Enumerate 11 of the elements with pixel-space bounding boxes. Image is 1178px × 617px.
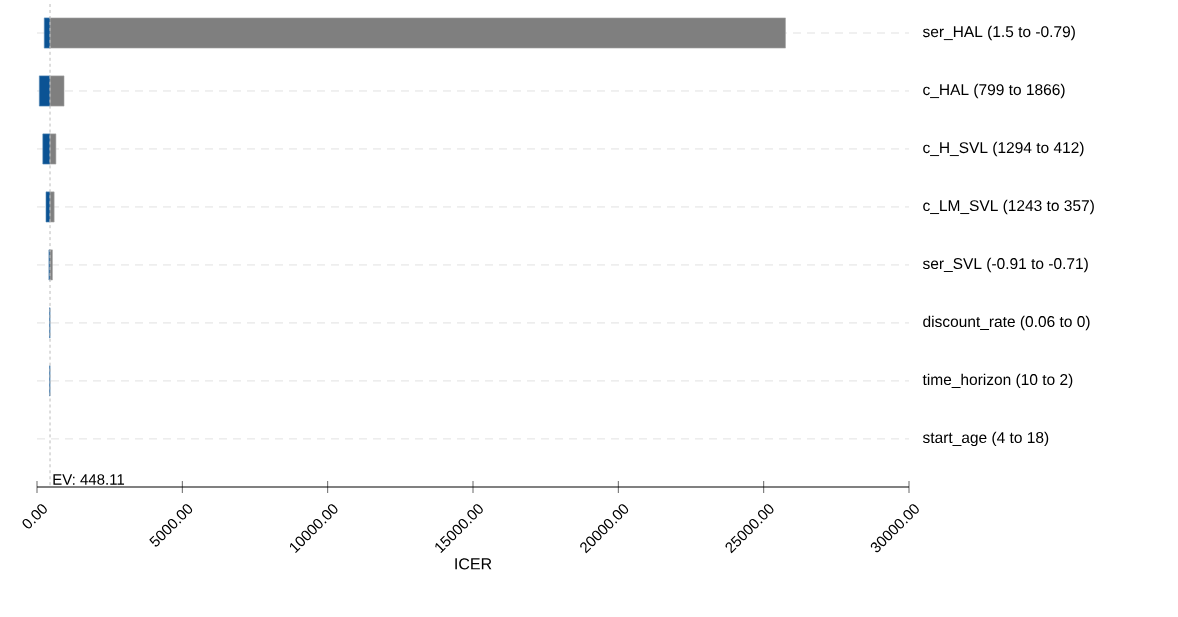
y-tick-label: ser_SVL (-0.91 to -0.71) xyxy=(922,257,1088,273)
x-tick-label: 0.00 xyxy=(22,504,47,529)
y-tick-label: c_HAL (799 to 1866) xyxy=(923,83,1065,99)
y-tick-label: discount_rate (0.06 to 0) xyxy=(923,315,1090,331)
x-axis-title: ICER xyxy=(455,558,492,570)
y-tick-label: c_H_SVL (1294 to 412) xyxy=(923,141,1084,157)
y-tick-label: c_LM_SVL (1243 to 357) xyxy=(923,199,1094,215)
ref-line-label: EV: 448.11 xyxy=(53,474,125,485)
y-tick-label: time_horizon (10 to 2) xyxy=(922,373,1073,389)
y-tick-label: start_age (4 to 18) xyxy=(922,431,1049,447)
y-tick-label: ser_HAL (1.5 to -0.79) xyxy=(922,25,1075,41)
